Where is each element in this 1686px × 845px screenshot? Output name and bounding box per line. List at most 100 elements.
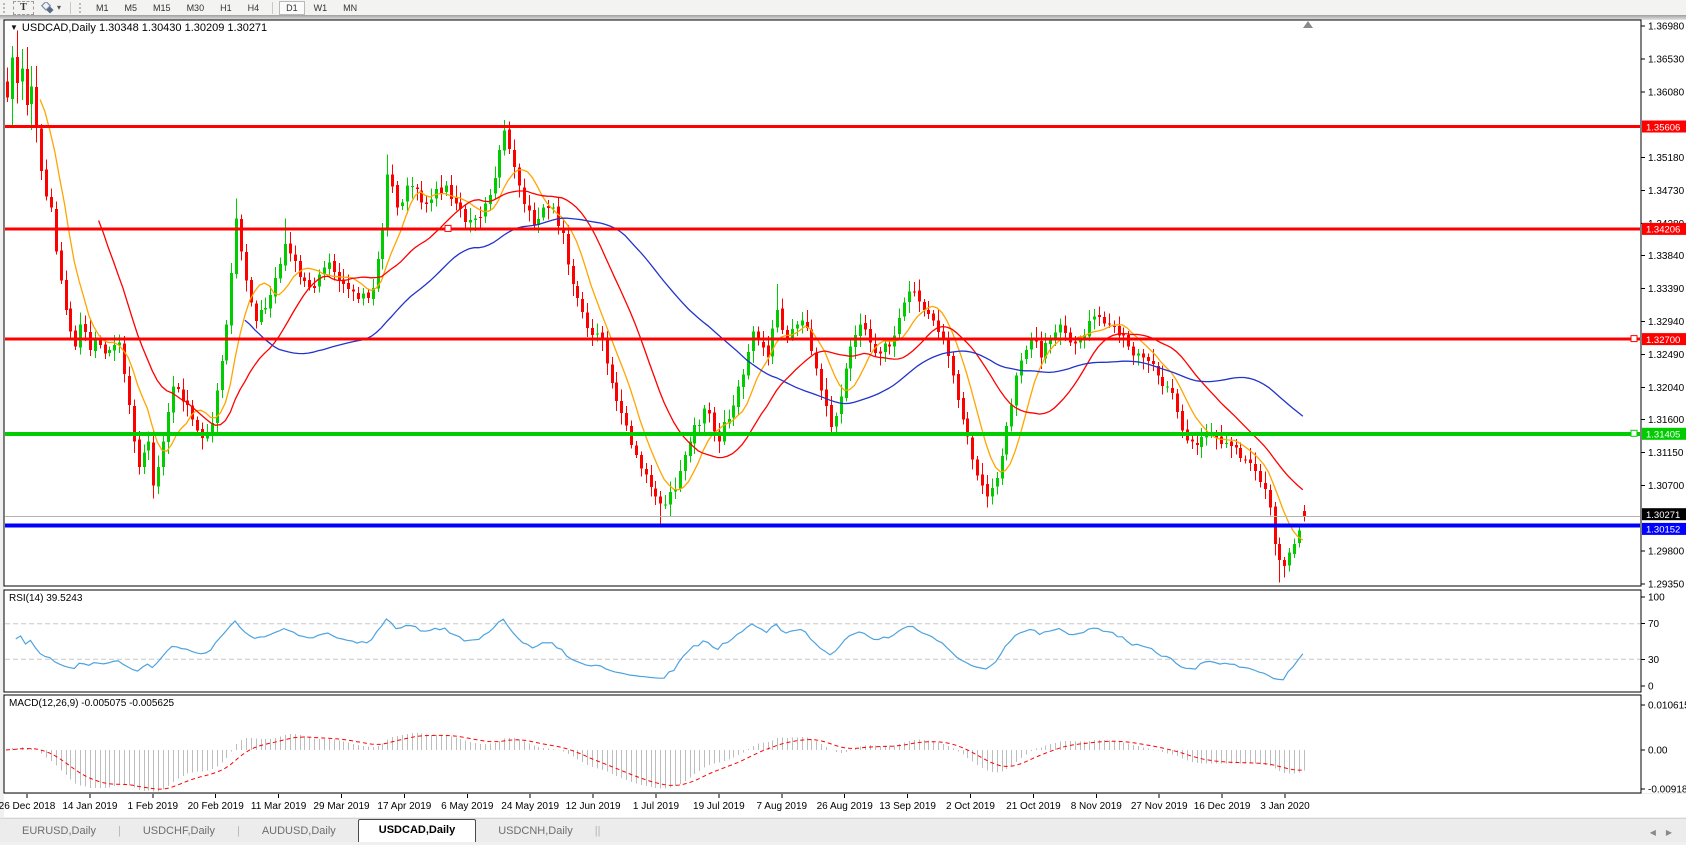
tab-scroll-buttons: ◀ ▶	[1650, 828, 1686, 842]
price-axis-label: 1.31600	[1648, 415, 1685, 426]
tab-audusd[interactable]: AUDUSD,Daily	[261, 825, 336, 837]
toolbar-separator	[70, 1, 72, 14]
rsi-line	[15, 618, 1304, 681]
timeframe-button-m1[interactable]: M1	[96, 2, 109, 13]
toolbar-grip-2[interactable]	[79, 2, 84, 13]
price-badge	[1642, 120, 1686, 133]
rsi-axis-label: 0	[1648, 682, 1654, 693]
tab-separator: |	[594, 825, 598, 837]
tab-usdchf[interactable]: USDCHF,Daily	[142, 825, 215, 837]
hline-handle[interactable]	[444, 224, 452, 232]
rsi-indicator-label: RSI(14) 39.5243	[9, 593, 83, 604]
tab-scroll-right-icon[interactable]: ▶	[1665, 828, 1672, 837]
chevron-down-icon[interactable]: ▾	[57, 3, 62, 12]
ma-8-line	[39, 99, 1304, 541]
date-axis-label: 1 Jul 2019	[633, 801, 680, 812]
date-axis-label: 13 Sep 2019	[879, 801, 936, 812]
date-axis-label: 14 Jan 2019	[62, 801, 117, 812]
price-badge	[1642, 522, 1686, 535]
date-axis-label: 11 Mar 2019	[251, 801, 307, 812]
price-axis[interactable]: 1.36980 1.36530 1.36080 1.35180 1.34730 1.342…	[1641, 21, 1686, 591]
macd-axis[interactable]: 0.010615 0.00 -0.009181	[1641, 701, 1686, 796]
chart-canvas[interactable]: 1.36980 1.36530 1.36080 1.35180 1.34730 1.342…	[0, 0, 1686, 818]
hline-handle[interactable]	[1630, 429, 1638, 437]
date-axis-label: 20 Feb 2019	[188, 801, 245, 812]
date-axis-label: 6 May 2019	[441, 801, 494, 812]
tab-usdcnh[interactable]: USDCNH,Daily	[498, 825, 573, 837]
rsi-axis-label: 100	[1648, 593, 1665, 604]
date-axis-label: 29 Mar 2019	[313, 801, 370, 812]
price-badge-label: 1.32700	[1646, 335, 1680, 346]
price-axis-label: 1.32490	[1648, 350, 1685, 361]
date-axis-label: 17 Apr 2019	[377, 801, 431, 812]
tab-separator: |	[597, 825, 601, 837]
tab-separator: |	[236, 825, 240, 837]
tabs-container: EURUSD,Daily | USDCHF,Daily | AUDUSD,Daily US…	[0, 819, 600, 842]
date-axis-label: 2 Oct 2019	[946, 801, 995, 812]
date-axis-strip[interactable]	[4, 794, 1686, 817]
date-axis-label: 21 Oct 2019	[1006, 801, 1061, 812]
tab-eurusd[interactable]: EURUSD,Daily	[22, 825, 96, 837]
timeframe-button-m5[interactable]: M5	[124, 2, 138, 13]
shapes-tool-button[interactable]: ▾	[36, 1, 64, 14]
rsi-axis-label: 70	[1648, 619, 1660, 630]
price-badge	[1642, 427, 1686, 440]
macd-window[interactable]	[3, 694, 1642, 794]
timeframe-button-m15[interactable]: M15	[153, 2, 171, 13]
timeframe-button-d1[interactable]: D1	[279, 0, 305, 15]
date-axis-label: 1 Feb 2019	[127, 801, 178, 812]
symbol-period-label: USDCAD,Daily	[21, 22, 96, 34]
date-axis-label: 27 Nov 2019	[1131, 801, 1188, 812]
date-axis-label: 8 Nov 2019	[1071, 801, 1123, 812]
shift-marker-icon[interactable]	[1303, 21, 1313, 28]
date-axis-label: 26 Dec 2018	[0, 801, 56, 812]
price-axis-label: 1.36080	[1648, 87, 1685, 98]
main-chart-window[interactable]	[3, 19, 1642, 587]
text-tool-icon: T	[20, 2, 27, 13]
macd-indicator-label: MACD(12,26,9) -0.005075 -0.005625	[9, 698, 175, 709]
timeframe-button-h4[interactable]: H4	[247, 2, 260, 13]
price-axis-label: 1.29800	[1648, 547, 1685, 558]
rsi-window[interactable]	[3, 589, 1642, 693]
chart-title: ▼ USDCAD,Daily 1.30348 1.30430 1.30209 1.…	[10, 22, 267, 34]
date-axis[interactable]: 26 Dec 2018 14 Jan 2019 1 Feb 2019 20 Feb 2…	[0, 794, 1310, 812]
date-axis-label: 16 Dec 2019	[1194, 801, 1251, 812]
macd-axis-label: 0.00	[1648, 746, 1668, 757]
macd-signal-line	[5, 734, 1303, 790]
price-badge-label: 1.30152	[1646, 525, 1680, 536]
macd-axis-label: -0.009181	[1648, 784, 1686, 795]
date-axis-label: 19 Jul 2019	[693, 801, 745, 812]
toolbar-grip[interactable]	[3, 2, 8, 13]
timeframe-button-h1[interactable]: H1	[220, 2, 232, 13]
price-axis-label: 1.33390	[1648, 284, 1685, 295]
tab-scroll-left-icon[interactable]: ◀	[1649, 828, 1656, 837]
rsi-axis[interactable]: 100 70 30 0	[1641, 593, 1665, 693]
ma-50-line	[244, 217, 1304, 417]
timeframe-button-w1[interactable]: W1	[313, 2, 328, 13]
price-badge-label: 1.31405	[1646, 430, 1680, 441]
date-axis-label: 3 Jan 2020	[1260, 801, 1310, 812]
top-toolbar: T ▾ M1 M5 M15 M30 H1 H4 D1 W1 MN	[0, 0, 1686, 16]
hline-handle[interactable]	[1630, 335, 1638, 343]
price-badge	[1642, 508, 1686, 521]
price-axis-label: 1.34730	[1648, 186, 1685, 197]
price-axis-label: 1.32040	[1648, 383, 1685, 394]
window-edge-band	[0, 15, 1686, 20]
price-axis-label: 1.33840	[1648, 251, 1685, 262]
timeframe-button-mn[interactable]: MN	[343, 2, 358, 13]
price-badge-label: 1.35606	[1646, 122, 1680, 133]
timeframe-button-m30[interactable]: M30	[186, 2, 205, 13]
text-tool-button[interactable]: T	[13, 0, 34, 15]
date-axis-label: 7 Aug 2019	[756, 801, 807, 812]
rsi-axis-label: 30	[1648, 655, 1660, 666]
macd-histogram	[12, 732, 1305, 792]
chart-dropdown-icon[interactable]: ▼	[10, 23, 18, 32]
price-axis-label: 1.30700	[1648, 481, 1685, 492]
timeframe-group: M1 M5 M15 M30 H1 H4 D1 W1 MN	[88, 0, 365, 15]
ohlc-readout: 1.30348 1.30430 1.30209 1.30271	[98, 22, 268, 34]
date-axis-label: 12 Jun 2019	[566, 801, 621, 812]
tab-usdcad[interactable]: USDCAD,Daily	[357, 819, 477, 842]
ma-20-line	[97, 190, 1304, 491]
tab-separator: |	[117, 825, 121, 837]
price-axis-label: 1.31150	[1648, 448, 1684, 459]
